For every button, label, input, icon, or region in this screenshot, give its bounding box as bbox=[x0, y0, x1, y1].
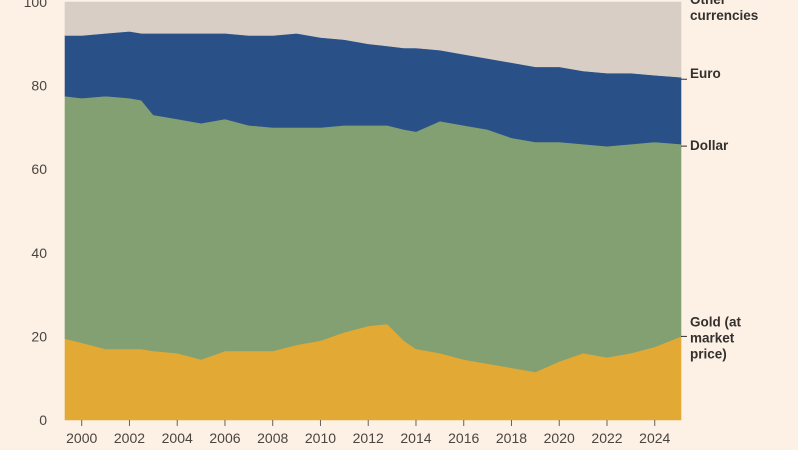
x-tick-label: 2010 bbox=[305, 430, 336, 446]
x-tick-label: 2016 bbox=[448, 430, 479, 446]
euro-label: Euro bbox=[690, 66, 721, 81]
x-tick-label: 2000 bbox=[66, 430, 97, 446]
y-tick-label: 80 bbox=[31, 78, 47, 94]
x-tick-label: 2004 bbox=[162, 430, 193, 446]
area-layer bbox=[64, 1, 682, 421]
series-end-labels: Othercurrencies Euro Dollar Gold (atmarketp… bbox=[681, 0, 758, 361]
dollar-label: Dollar bbox=[690, 138, 729, 153]
x-tick-label: 2022 bbox=[591, 430, 622, 446]
x-tick-label: 2008 bbox=[257, 430, 288, 446]
y-axis: 0 20 40 60 80 100 bbox=[24, 0, 48, 428]
x-axis: 2000 2002 2004 2006 2008 2010 2012 2014 2016 2018… bbox=[66, 420, 671, 446]
area-other-currencies bbox=[64, 1, 682, 78]
x-tick-label: 2018 bbox=[496, 430, 527, 446]
x-tick-label: 2024 bbox=[639, 430, 670, 446]
gold-label: market bbox=[690, 330, 735, 345]
y-tick-label: 40 bbox=[31, 245, 47, 261]
gold-label: price) bbox=[690, 346, 727, 361]
y-tick-label: 100 bbox=[24, 0, 48, 10]
y-tick-label: 60 bbox=[31, 161, 47, 177]
x-tick-label: 2006 bbox=[209, 430, 240, 446]
other-currencies-label: currencies bbox=[690, 8, 758, 23]
gold-label: Gold (at bbox=[690, 314, 741, 329]
x-tick-label: 2014 bbox=[400, 430, 431, 446]
x-tick-label: 2002 bbox=[114, 430, 145, 446]
x-tick-label: 2020 bbox=[544, 430, 575, 446]
y-tick-label: 0 bbox=[39, 412, 47, 428]
other-currencies-label: Other bbox=[690, 0, 727, 7]
x-tick-label: 2012 bbox=[353, 430, 384, 446]
y-tick-label: 20 bbox=[31, 328, 47, 344]
